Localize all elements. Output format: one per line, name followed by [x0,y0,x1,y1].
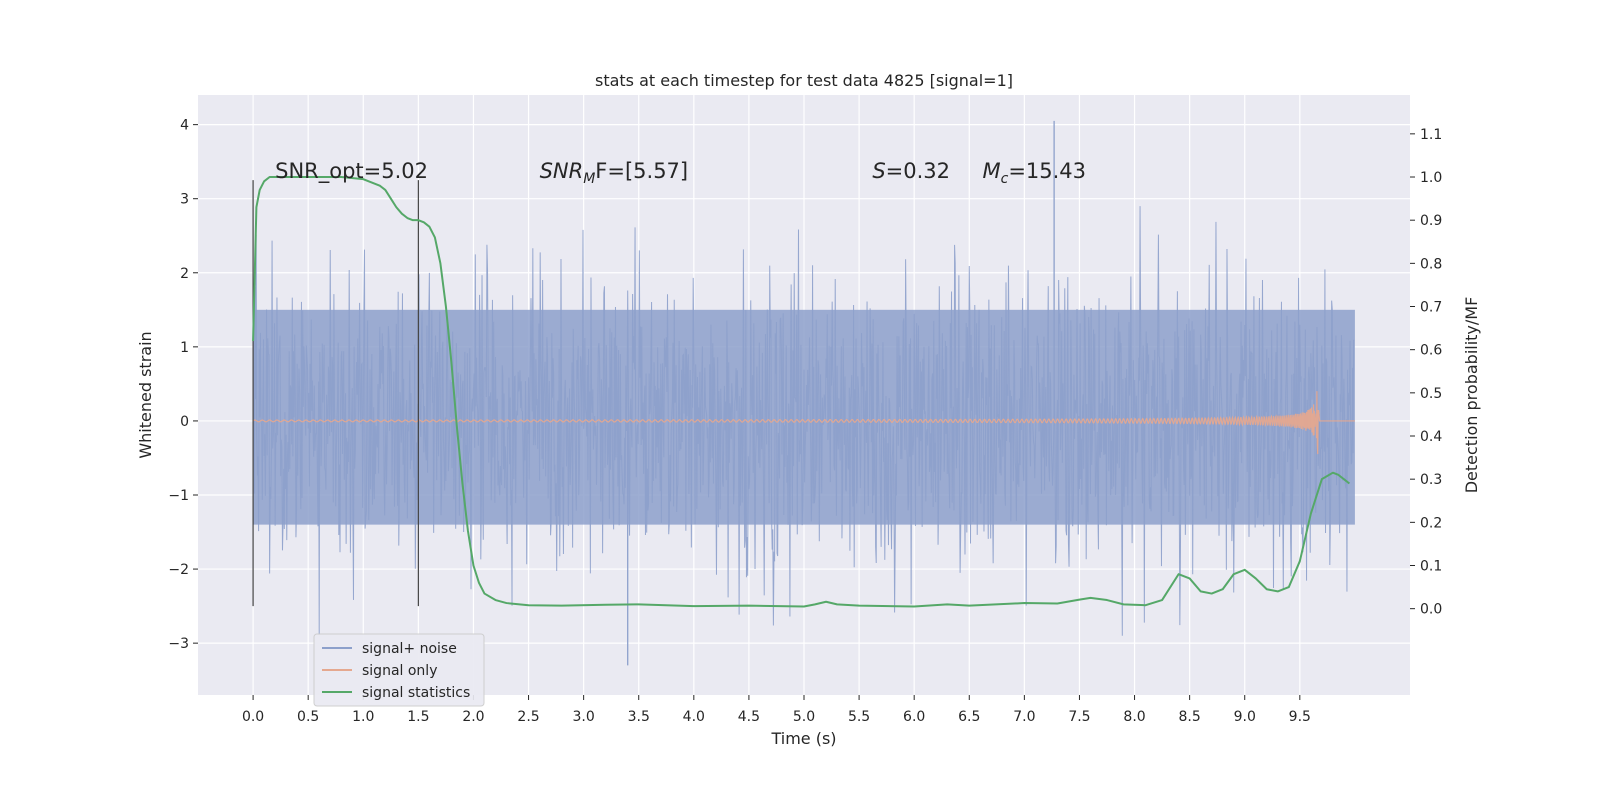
x-tick-label: 2.0 [462,709,484,725]
annotation-mc-name: M [982,159,1000,183]
legend: signal+ noise signal only signal statistic… [313,633,485,707]
annotation-s: S=0.32 [872,159,950,183]
annotation-snr-mf: SNRMF=[5.57] [540,159,689,187]
y-tick-label: −2 [168,562,189,578]
x-tick-label: 4.5 [738,709,760,725]
legend-entry-label: signal+ noise [362,641,457,657]
annotation-snr-opt: SNR_opt=5.02 [275,159,428,184]
x-tick-label: 4.0 [683,709,705,725]
y-right-tick-label: 0.7 [1420,300,1442,316]
x-tick-label: 9.0 [1234,709,1256,725]
y-tick-label: −3 [168,636,189,652]
annotation-mc-sub: c [1001,171,1009,187]
vertical-markers [252,180,419,607]
annotation-snr-mf-sub: M [583,171,595,187]
annotation-mc: Mc=15.43 [982,159,1086,187]
legend-box [313,633,485,707]
x-tick-label: 8.0 [1123,709,1145,725]
y-right-tick-label: 0.4 [1420,429,1442,445]
annotation-snr-mf-rest: F=[5.57] [595,159,688,183]
series-signal-only [252,391,1355,455]
x-tick-label: 6.0 [903,709,925,725]
x-tick-label: 3.0 [573,709,595,725]
y-right-tick-label: 0.8 [1420,256,1442,272]
x-tick-label: 6.5 [958,709,980,725]
y-right-tick-label: 0.2 [1420,515,1442,531]
y-right-tick-label: 0.6 [1420,343,1442,359]
x-tick-label: 7.5 [1068,709,1090,725]
y-right-tick-label: 0.9 [1420,213,1442,229]
y-right-tick-label: 1.1 [1420,127,1442,143]
y-tick-label: 1 [180,340,189,356]
legend-entry-label: signal only [362,663,437,679]
x-tick-label: 1.5 [407,709,429,725]
x-tick-label: 0.0 [242,709,264,725]
noise-trace [252,206,1355,636]
series-signal-noise [252,120,1355,666]
annotation-snr-mf-name: SNR [540,159,584,183]
y-tick-label: 4 [180,118,189,134]
annotation-s-value: =0.32 [886,159,950,183]
x-tick-label: 9.5 [1289,709,1311,725]
annotation-mc-value: =15.43 [1008,159,1086,183]
y-tick-label: 2 [180,266,189,282]
annotation-s-name: S [872,159,885,183]
y-tick-label: −1 [168,488,189,504]
y-tick-label: 0 [180,414,189,430]
chart-title: stats at each timestep for test data 482… [595,71,1013,90]
y-right-tick-label: 0.1 [1420,559,1442,575]
x-tick-label: 0.5 [297,709,319,725]
chirp-trace [252,391,1355,455]
statistics-line [252,176,1351,608]
y-right-tick-label: 0.3 [1420,472,1442,488]
series-signal-statistics [252,176,1351,608]
x-axis-label: Time (s) [770,729,836,748]
x-tick-label: 2.5 [517,709,539,725]
y-right-tick-label: 0.5 [1420,386,1442,402]
y-right-tick-label: 0.0 [1420,602,1442,618]
y-right-tick-label: 1.0 [1420,170,1442,186]
x-tick-label: 8.5 [1179,709,1201,725]
x-tick-label: 5.0 [793,709,815,725]
axis-ticks: 0.0 0.5 1.0 1.5 2.0 2.5 3.0 3.5 4.0 4.5 5.0 5.5 6.0 6… [168,118,1442,725]
y-tick-label: 3 [180,192,189,208]
x-tick-label: 3.5 [628,709,650,725]
x-tick-label: 5.5 [848,709,870,725]
legend-entry-label: signal statistics [362,685,470,701]
y-right-axis-label: Detection probability/MF [1462,297,1481,494]
x-tick-label: 7.0 [1013,709,1035,725]
y-axis-label: Whitened strain [136,331,155,458]
x-tick-label: 1.0 [352,709,374,725]
